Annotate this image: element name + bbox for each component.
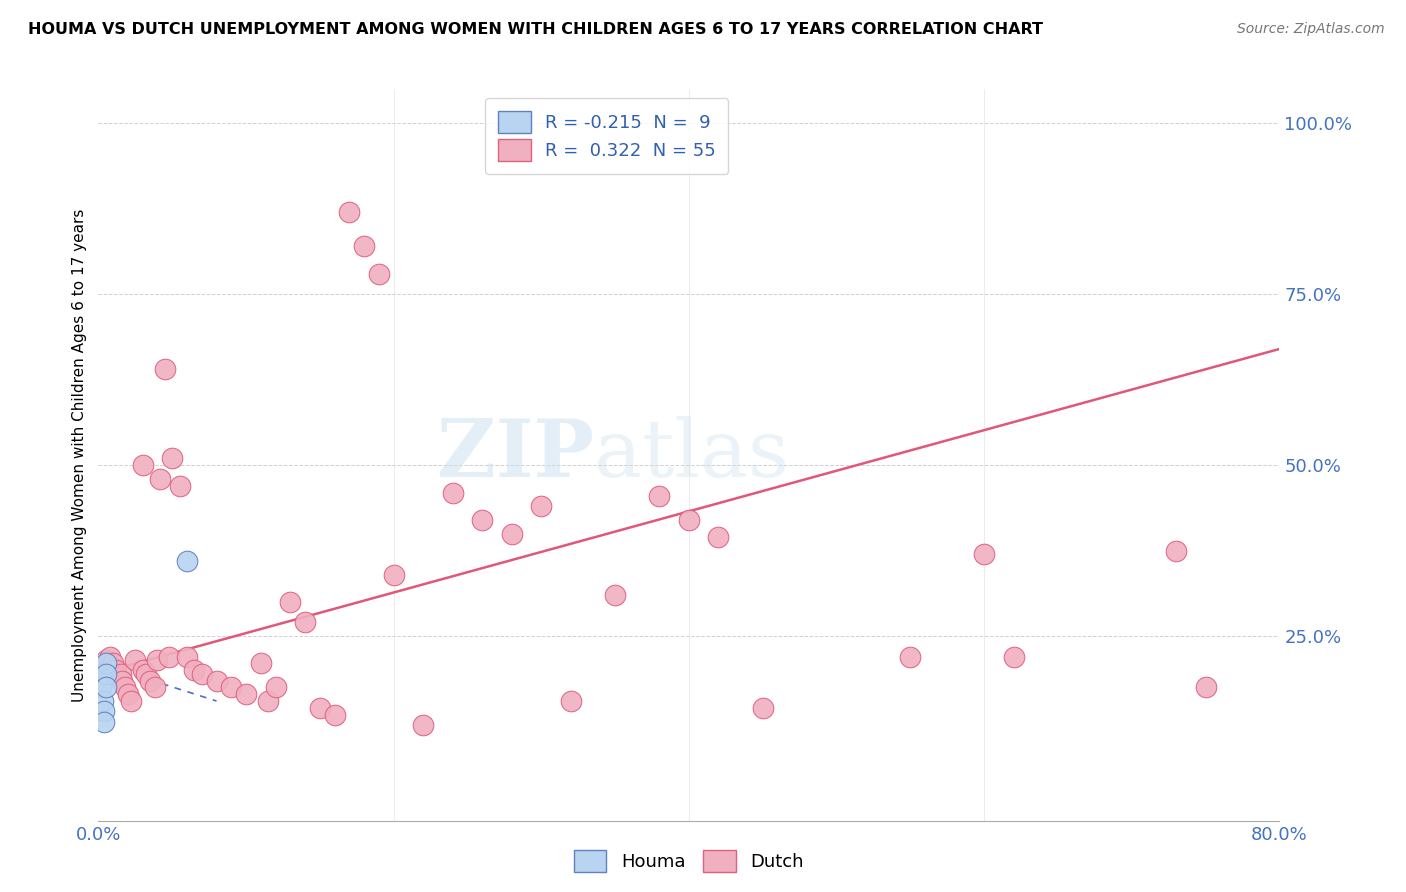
Point (176, 649, 198, 664)
Point (382, 567, 405, 582)
Point (114, 681, 136, 695)
Point (169, 478, 191, 492)
Point (110, 666, 132, 681)
Point (93, 714, 115, 729)
Point (530, 499, 553, 513)
Point (183, 663, 205, 677)
Point (162, 451, 183, 466)
Legend: Houma, Dutch: Houma, Dutch (565, 841, 813, 881)
Point (900, 649, 922, 664)
Point (157, 649, 180, 664)
Point (94, 666, 117, 681)
Point (353, 239, 375, 253)
Point (323, 707, 346, 722)
Point (751, 701, 773, 715)
Text: ZIP: ZIP (437, 416, 595, 494)
Point (111, 673, 134, 688)
Point (103, 657, 125, 671)
Point (135, 666, 157, 681)
Point (235, 687, 257, 701)
Point (250, 657, 273, 671)
Point (973, 547, 995, 561)
Point (176, 554, 198, 568)
Point (278, 595, 302, 609)
Point (257, 694, 280, 708)
Point (1164, 543, 1187, 558)
Point (368, 267, 391, 281)
Point (219, 681, 242, 695)
Point (560, 694, 582, 708)
Point (120, 694, 142, 708)
Point (1002, 649, 1025, 664)
Point (94, 657, 117, 671)
Point (501, 526, 523, 541)
Point (337, 205, 360, 219)
Y-axis label: Unemployment Among Women with Children Ages 6 to 17 years: Unemployment Among Women with Children A… (72, 208, 87, 702)
Point (94, 681, 117, 695)
Point (146, 653, 169, 667)
Point (132, 663, 155, 677)
Point (264, 681, 287, 695)
Point (309, 701, 332, 715)
Point (91, 694, 114, 708)
Text: HOUMA VS DUTCH UNEMPLOYMENT AMONG WOMEN WITH CHILDREN AGES 6 TO 17 YEARS CORRELA: HOUMA VS DUTCH UNEMPLOYMENT AMONG WOMEN … (28, 22, 1043, 37)
Point (143, 681, 166, 695)
Text: atlas: atlas (595, 416, 790, 494)
Point (1195, 681, 1218, 695)
Text: Source: ZipAtlas.com: Source: ZipAtlas.com (1237, 22, 1385, 37)
Point (139, 673, 162, 688)
Point (98, 649, 121, 664)
Point (132, 458, 155, 472)
Point (205, 673, 228, 688)
Point (153, 362, 176, 376)
Point (124, 653, 146, 667)
Point (191, 666, 214, 681)
Point (605, 588, 627, 602)
Point (412, 718, 434, 732)
Point (90, 681, 112, 695)
Point (294, 615, 316, 630)
Point (93, 704, 115, 718)
Point (648, 489, 671, 503)
Point (471, 513, 494, 527)
Point (107, 670, 129, 684)
Point (94, 653, 117, 667)
Point (149, 472, 172, 486)
Point (678, 513, 700, 527)
Point (707, 530, 730, 544)
Point (441, 485, 464, 500)
Point (117, 687, 139, 701)
Point (90, 666, 112, 681)
Point (105, 663, 128, 677)
